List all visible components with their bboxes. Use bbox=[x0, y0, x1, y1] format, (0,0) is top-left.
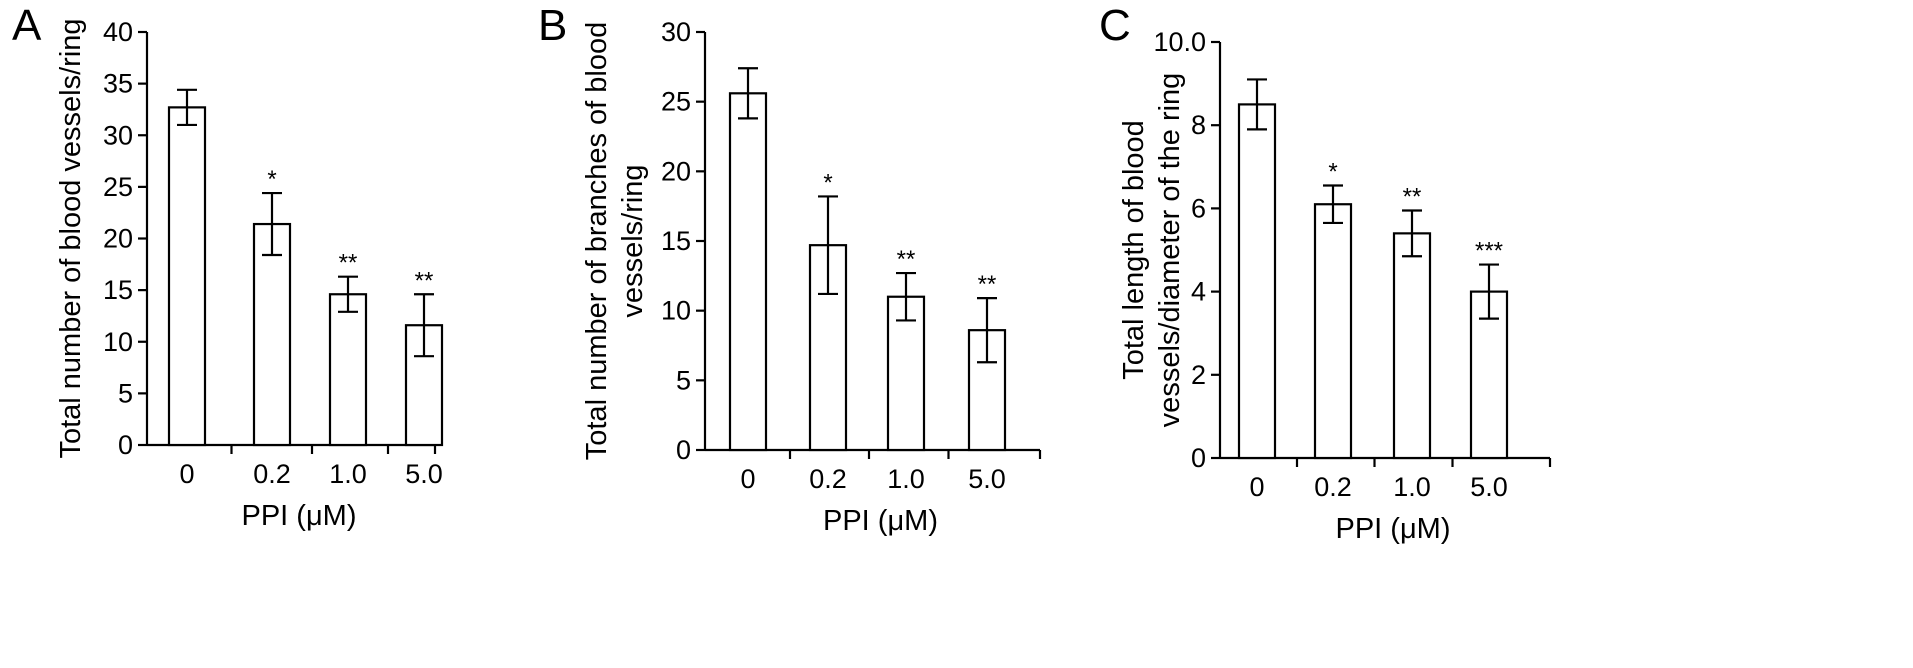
y-tick-label: 25 bbox=[661, 87, 691, 117]
x-tick-label: 0 bbox=[740, 464, 755, 494]
x-tick-label: 1.0 bbox=[887, 464, 925, 494]
significance-label: ** bbox=[415, 267, 434, 294]
x-axis-label: PPI (μM) bbox=[1336, 513, 1451, 545]
chart-panel-a: A 0 5 10 15 20 25 30 35 40 0 * 0.2 ** 1.0 ** 5.0 PPI (μM)… bbox=[12, 1, 444, 532]
x-axis-label: PPI (μM) bbox=[823, 505, 938, 537]
y-tick-label: 20 bbox=[103, 224, 133, 254]
bar-0 bbox=[728, 92, 768, 452]
significance-label: ** bbox=[339, 250, 358, 277]
x-tick-label: 0.2 bbox=[1314, 472, 1352, 502]
y-tick-label: 6 bbox=[1191, 193, 1206, 223]
y-axis-label: Total length of blood vessels/diameter of… bbox=[1118, 73, 1186, 428]
y-tick-label: 10.0 bbox=[1153, 27, 1206, 57]
x-tick-label: 5.0 bbox=[968, 464, 1006, 494]
chart-panel-b: B 0 5 10 15 20 25 30 0 * 0.2 ** 1.0 ** 5.0 PPI (μM) Tota… bbox=[538, 1, 1042, 537]
panel-letter: B bbox=[538, 1, 567, 50]
significance-label: ** bbox=[1403, 183, 1422, 210]
y-tick-label: 0 bbox=[1191, 443, 1206, 473]
bar-0 bbox=[167, 106, 207, 447]
significance-label: * bbox=[1328, 159, 1337, 186]
y-tick-label: 5 bbox=[118, 378, 133, 408]
y-tick-label: 10 bbox=[661, 296, 691, 326]
y-tick-label: 10 bbox=[103, 327, 133, 357]
bar-0 bbox=[1237, 103, 1277, 460]
x-tick-label: 1.0 bbox=[329, 459, 367, 489]
bar-1.0 bbox=[1392, 232, 1432, 460]
x-tick-label: 5.0 bbox=[1470, 472, 1508, 502]
panel-letter: A bbox=[12, 1, 42, 50]
y-tick-label: 20 bbox=[661, 156, 691, 186]
y-tick-label: 0 bbox=[676, 435, 691, 465]
y-tick-label: 0 bbox=[118, 430, 133, 460]
y-tick-label: 8 bbox=[1191, 110, 1206, 140]
y-axis-label: Total number of branches of blood vessels… bbox=[581, 22, 649, 461]
bar-1.0 bbox=[886, 295, 926, 452]
y-tick-label: 30 bbox=[103, 120, 133, 150]
bar-0.2 bbox=[252, 222, 292, 447]
y-tick-label: 4 bbox=[1191, 277, 1206, 307]
x-tick-label: 0 bbox=[179, 459, 194, 489]
significance-label: * bbox=[823, 169, 832, 196]
y-tick-label: 25 bbox=[103, 172, 133, 202]
y-tick-label: 40 bbox=[103, 17, 133, 47]
bar-1.0 bbox=[328, 293, 368, 447]
x-tick-label: 5.0 bbox=[405, 459, 443, 489]
y-tick-label: 5 bbox=[676, 365, 691, 395]
y-tick-label: 35 bbox=[103, 69, 133, 99]
x-tick-label: 1.0 bbox=[1393, 472, 1431, 502]
x-axis-label: PPI (μM) bbox=[242, 500, 357, 532]
panel-letter: C bbox=[1099, 1, 1131, 50]
significance-label: ** bbox=[978, 271, 997, 298]
significance-label: *** bbox=[1475, 238, 1503, 265]
x-tick-label: 0.2 bbox=[253, 459, 291, 489]
y-tick-label: 30 bbox=[661, 17, 691, 47]
x-tick-label: 0 bbox=[1249, 472, 1264, 502]
y-tick-label: 15 bbox=[661, 226, 691, 256]
bar-0.2 bbox=[1313, 203, 1353, 460]
chart-panel-c: C 0 2 4 6 8 10.0 0 * 0.2 ** 1.0 *** 5.0 PPI (μM) Total … bbox=[1099, 1, 1552, 545]
significance-label: ** bbox=[897, 246, 916, 273]
y-axis-label: Total number of blood vessels/ring bbox=[55, 18, 87, 458]
x-tick-label: 0.2 bbox=[809, 464, 847, 494]
significance-label: * bbox=[267, 166, 276, 193]
y-tick-label: 2 bbox=[1191, 360, 1206, 390]
y-tick-label: 15 bbox=[103, 275, 133, 305]
